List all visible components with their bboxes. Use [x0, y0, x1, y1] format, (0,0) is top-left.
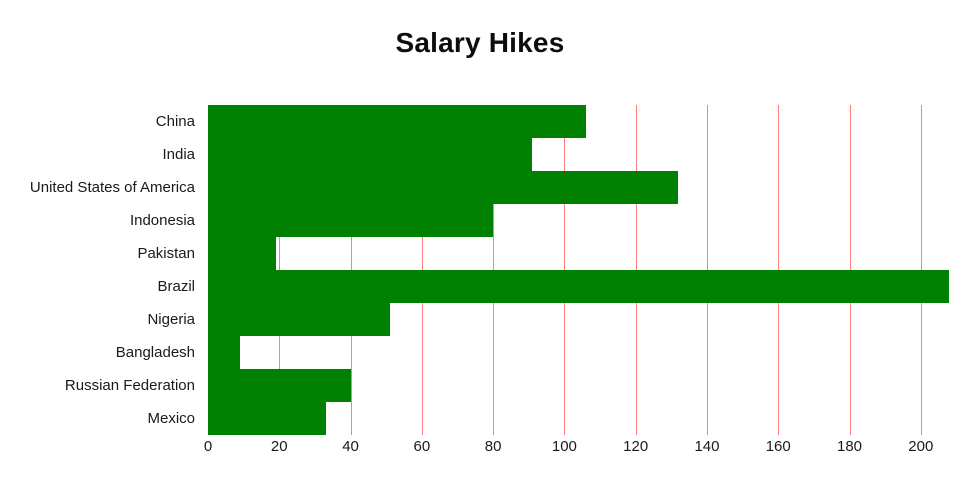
y-tick-label: Russian Federation — [64, 377, 195, 394]
y-tick-label: China — [155, 113, 195, 130]
x-tick-label: 20 — [270, 438, 288, 455]
y-axis-labels: China India United States of America Indone… — [0, 105, 202, 435]
x-tick-label: 100 — [551, 438, 577, 455]
x-tick-label: 40 — [342, 438, 359, 455]
chart-title: Salary Hikes — [395, 27, 565, 58]
bar-nigeria — [208, 303, 390, 336]
bar-indonesia — [208, 204, 494, 237]
bar-russian-federation — [208, 369, 351, 402]
x-tick-label: 180 — [837, 438, 863, 455]
bar-china — [208, 105, 586, 138]
y-tick-label: Bangladesh — [115, 344, 195, 361]
x-tick-label: 80 — [484, 438, 502, 455]
x-tick-label: 200 — [908, 438, 934, 455]
bars — [208, 105, 960, 435]
y-tick-label: Nigeria — [147, 311, 195, 328]
y-tick-label: Indonesia — [129, 212, 195, 229]
bar-brazil — [208, 270, 950, 303]
bar-united-states-of-america — [208, 171, 679, 204]
x-tick-label: 160 — [765, 438, 791, 455]
x-tick-label: 60 — [413, 438, 431, 455]
x-tick-label: 140 — [694, 438, 720, 455]
y-tick-label: United States of America — [29, 179, 195, 196]
bar-mexico — [208, 402, 326, 435]
plot-area — [208, 105, 960, 435]
x-tick-label: 120 — [623, 438, 649, 455]
bar-bangladesh — [208, 336, 241, 369]
y-tick-label: India — [162, 146, 195, 163]
y-tick-label: Pakistan — [137, 245, 195, 262]
y-tick-label: Brazil — [157, 278, 195, 295]
x-tick-label: 0 — [203, 438, 213, 455]
y-tick-label: Mexico — [147, 410, 195, 427]
bar-india — [208, 138, 533, 171]
bar-pakistan — [208, 237, 276, 270]
x-axis-labels: 0 20 40 60 80 100 120 140 160 180 200 — [204, 438, 960, 460]
